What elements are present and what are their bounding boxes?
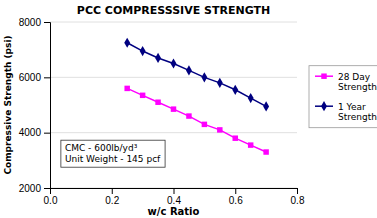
tick: 4000 <box>19 127 50 138</box>
point <box>233 135 238 140</box>
tick: 0.0 <box>44 188 58 206</box>
tick-label: 6000 <box>19 72 42 83</box>
tick-mark <box>44 188 50 189</box>
point <box>124 38 130 48</box>
tick-label: 4000 <box>19 127 42 138</box>
tick: 8000 <box>19 17 50 28</box>
point <box>217 78 223 88</box>
tick-mark <box>235 188 236 194</box>
axis-line <box>44 23 51 189</box>
point <box>263 149 268 154</box>
grid-line <box>50 132 297 133</box>
legend-item: 28 DayStrength <box>315 72 377 92</box>
point <box>248 93 254 103</box>
tick: 0.6 <box>229 188 243 206</box>
tick-mark <box>44 133 50 134</box>
y-axis: 2000 4000 6000 8000 <box>19 17 51 194</box>
grid <box>50 22 297 188</box>
tick: 0.8 <box>291 188 305 206</box>
point <box>140 46 146 56</box>
tick-mark <box>44 22 50 23</box>
plot-area: 0.0 0.2 0.4 0.6 0.8 2000 4000 6000 8000 CMC - 600… <box>19 17 305 206</box>
legend-item: 1 YearStrength <box>315 101 377 122</box>
tick-label: 0.4 <box>167 195 181 206</box>
point <box>155 99 160 104</box>
grid-line <box>50 77 297 78</box>
point <box>171 106 176 111</box>
tick: 0.4 <box>167 188 181 206</box>
point <box>140 93 145 98</box>
tick-mark <box>174 188 175 194</box>
legend-box <box>309 66 377 128</box>
tick-label: 2000 <box>19 183 42 194</box>
tick-label: 0.6 <box>229 195 243 206</box>
tick-label: 0.8 <box>291 195 305 206</box>
point <box>186 113 191 118</box>
tick-mark <box>112 188 113 194</box>
point <box>217 127 222 132</box>
tick-label: 8000 <box>19 17 42 28</box>
legend-marker <box>321 101 327 111</box>
point <box>232 85 238 95</box>
series-line <box>127 43 266 107</box>
legend-label: 1 YearStrength <box>338 102 377 122</box>
point <box>201 72 207 82</box>
point <box>202 122 207 127</box>
tick-label: 0.0 <box>44 195 58 206</box>
tick: 0.2 <box>105 188 119 206</box>
title: PCC COMPRESSSIVE STRENGTH <box>77 4 270 17</box>
x-axis-title: w/c Ratio <box>148 206 200 217</box>
annotation-text: CMC - 600lb/yd³Unit Weight - 145 pcf <box>65 143 161 164</box>
point <box>186 65 192 75</box>
point <box>248 142 253 147</box>
point <box>155 53 161 63</box>
annotation-box <box>61 140 165 167</box>
tick-mark <box>44 77 50 78</box>
axis-line <box>51 189 298 195</box>
point <box>124 86 129 91</box>
tick-mark <box>297 188 298 194</box>
marks <box>124 38 269 155</box>
grid-line <box>50 22 297 23</box>
y-axis-title: Compressive Strength (psi) <box>3 35 13 174</box>
x-axis: 0.0 0.2 0.4 0.6 0.8 <box>44 188 305 206</box>
tick-label: 0.2 <box>105 195 119 206</box>
tick: 2000 <box>19 183 50 194</box>
legend-label: 28 DayStrength <box>338 72 377 92</box>
legend-marker <box>321 73 326 78</box>
annotation: CMC - 600lb/yd³Unit Weight - 145 pcf <box>61 140 165 167</box>
tick: 6000 <box>19 72 50 83</box>
legend: 28 DayStrength 1 YearStrength <box>309 66 377 128</box>
point <box>171 58 177 68</box>
chart: 0.0 0.2 0.4 0.6 0.8 2000 4000 6000 8000 CMC - 600… <box>0 0 377 218</box>
point <box>263 101 269 111</box>
